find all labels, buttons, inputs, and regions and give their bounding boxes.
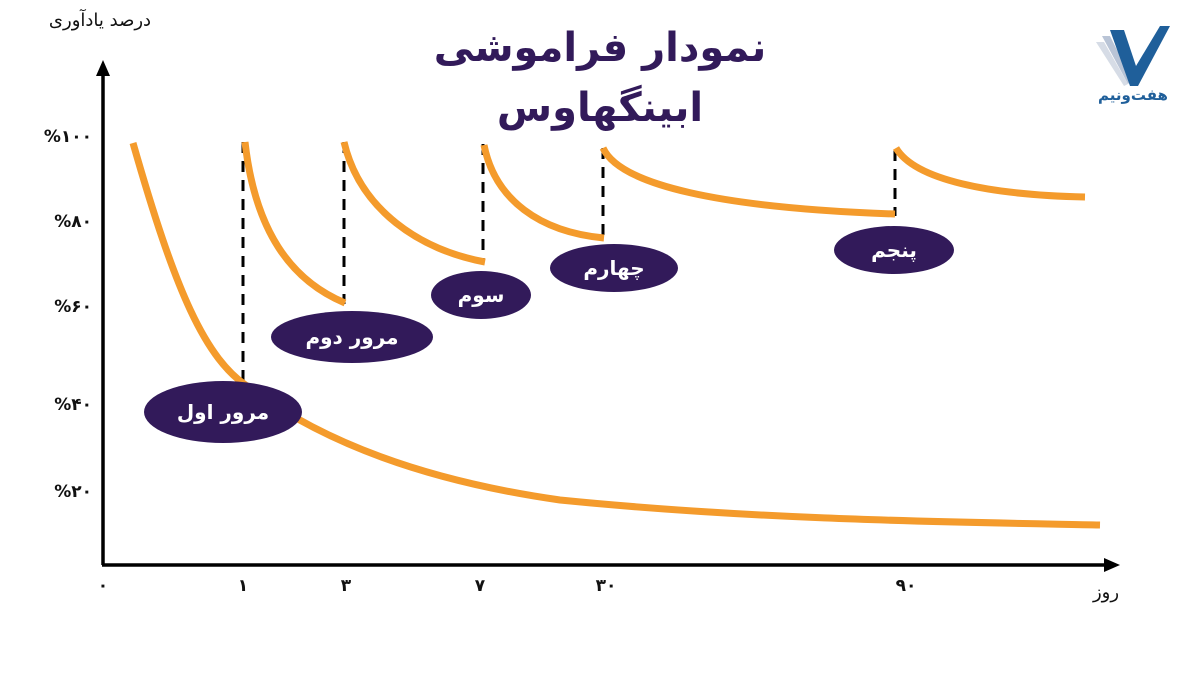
- x-tick-1: ۱: [237, 576, 249, 596]
- review-2-curve: [340, 141, 486, 266]
- y-tick-100: %۱۰۰: [43, 127, 92, 147]
- review-pill-1: مرور اول: [144, 381, 302, 443]
- x-axis-arrow-icon: [1104, 558, 1120, 572]
- review-pill-2: مرور دوم: [271, 311, 433, 363]
- main-decay-curve: [129, 142, 1101, 529]
- review-pill-4: چهارم: [550, 244, 678, 292]
- x-tick-3: ۳: [340, 576, 352, 596]
- x-axis-unit-label: روز: [1092, 582, 1120, 603]
- y-tick-20: %۲۰: [54, 482, 92, 502]
- x-tick-0: ۰: [97, 576, 109, 596]
- review-5-curve: [892, 146, 1086, 201]
- y-tick-80: %۸۰: [54, 212, 92, 232]
- review-1-curve: [241, 141, 347, 307]
- axes: [96, 60, 1120, 572]
- y-axis-label: درصد یادآوری: [48, 10, 152, 31]
- brand-logo: [1088, 22, 1180, 122]
- curves: [129, 141, 1101, 529]
- x-tick-7: ۷: [474, 576, 486, 596]
- y-tick-60: %۶۰: [54, 297, 92, 317]
- brand-logo-text: هفت‌ونیم: [1098, 86, 1168, 104]
- review-3-curve: [480, 144, 605, 242]
- y-axis-arrow-icon: [96, 60, 110, 76]
- chart-title: نمودار فراموشی ابینگهاوس: [433, 25, 767, 131]
- review-pill-5: پنجم: [834, 226, 954, 274]
- x-tick-90: ۹۰: [895, 576, 917, 596]
- y-tick-40: %۴۰: [54, 395, 92, 415]
- review-pill-3: سوم: [431, 271, 531, 319]
- v-check-logo-icon: [1096, 26, 1170, 86]
- review-markers: [241, 142, 897, 382]
- review-4-curve: [599, 146, 896, 218]
- x-tick-30: ۳۰: [595, 576, 617, 596]
